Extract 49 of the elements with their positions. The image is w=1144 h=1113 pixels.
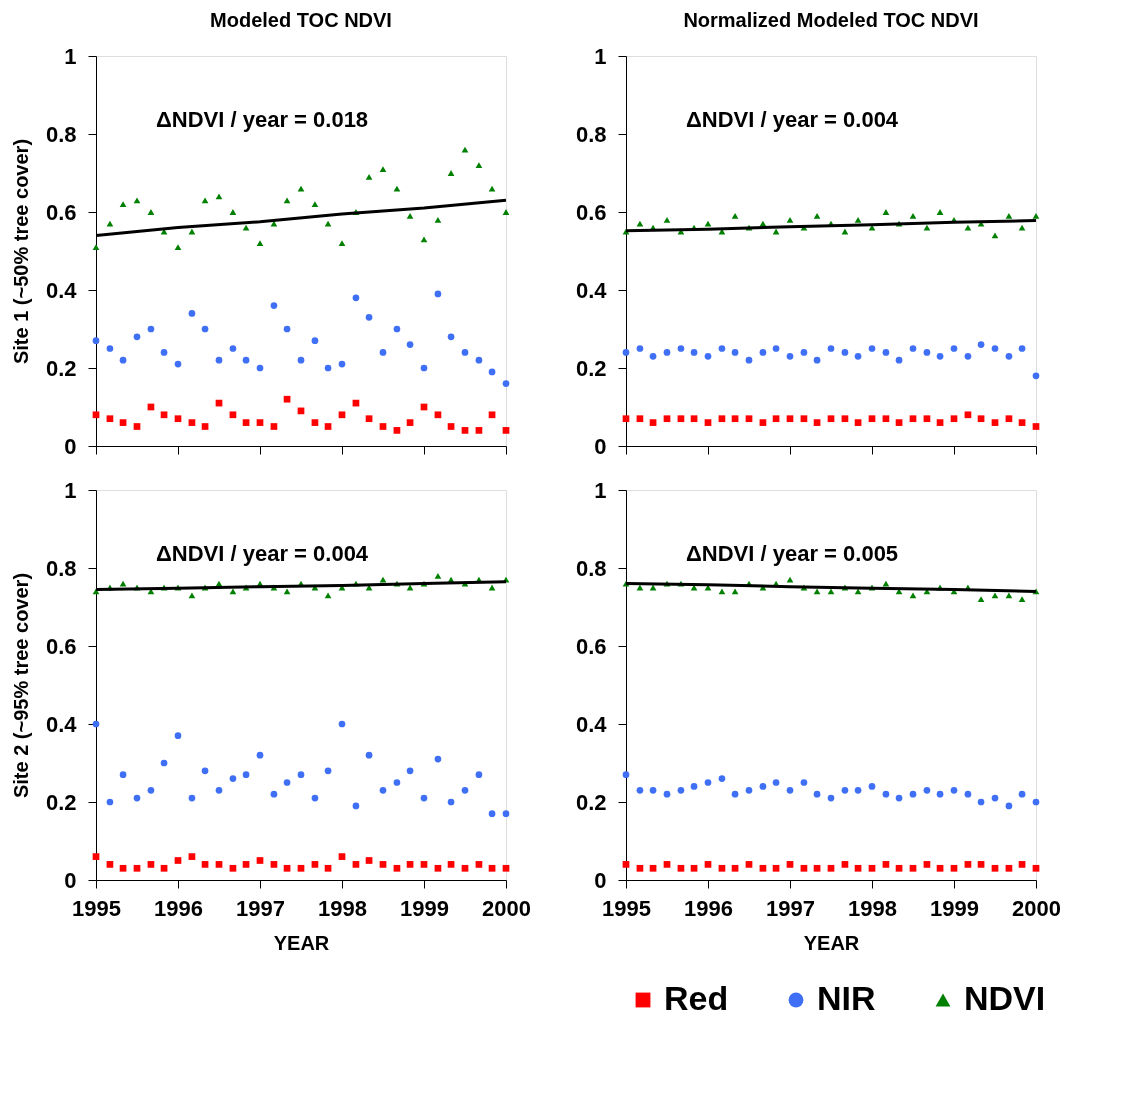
y-tick-label: 0.4 [575,277,608,303]
y-tick-label: 0.4 [575,711,608,737]
x-tick-label: 1996 [684,895,733,921]
x-tick-label: 1998 [318,895,367,921]
chart-title: Normalized Modeled TOC NDVI [683,9,979,31]
x-tick-label: 2000 [482,895,531,921]
y-tick-label: 0.8 [575,555,607,581]
y-tick-label: 0 [64,433,77,459]
y-tick-label: 0.8 [45,555,77,581]
x-tick-label: 2000 [1012,895,1061,921]
y-tick-label: 1 [64,477,77,503]
y-tick-label: 0.6 [575,633,607,659]
x-tick-label: 1995 [72,895,121,921]
chart-title: Modeled TOC NDVI [210,9,392,31]
y-tick-label: 0.2 [45,789,77,815]
y-tick-label: 0.6 [45,633,77,659]
y-tick-label: 0.2 [575,355,607,381]
annotation: ΔNDVI / year = 0.018 [156,107,369,132]
y-tick-label: 0.8 [575,121,607,147]
y-tick-label: 0.2 [45,355,77,381]
legend-label: Red [664,979,729,1017]
y-tick-label: 0.8 [45,121,77,147]
x-tick-label: 1996 [154,895,203,921]
x-tick-label: 1999 [400,895,449,921]
y-tick-label: 0.6 [45,199,77,225]
annotation: ΔNDVI / year = 0.005 [686,541,899,566]
legend-label: NDVI [964,979,1046,1017]
y-tick-label: 0.2 [575,789,607,815]
x-tick-label: 1995 [602,895,651,921]
y-axis-title: Site 2 (~95% tree cover) [9,572,32,799]
y-tick-label: 1 [594,477,607,503]
annotation: ΔNDVI / year = 0.004 [686,107,899,132]
y-tick-label: 0.6 [575,199,607,225]
y-tick-label: 1 [594,43,607,69]
annotation: ΔNDVI / year = 0.004 [156,541,369,566]
x-tick-label: 1999 [930,895,979,921]
x-tick-label: 1998 [848,895,897,921]
x-tick-label: 1997 [236,895,285,921]
y-tick-label: 1 [64,43,77,69]
x-axis-title: YEAR [273,931,330,954]
y-tick-label: 0 [64,867,77,893]
y-tick-label: 0.4 [45,277,78,303]
y-axis-title: Site 1 (~50% tree cover) [9,138,32,365]
x-axis-title: YEAR [803,931,860,954]
y-tick-label: 0.4 [45,711,78,737]
y-tick-label: 0 [594,867,607,893]
y-tick-label: 0 [594,433,607,459]
x-tick-label: 1997 [766,895,815,921]
legend-label: NIR [817,979,876,1017]
